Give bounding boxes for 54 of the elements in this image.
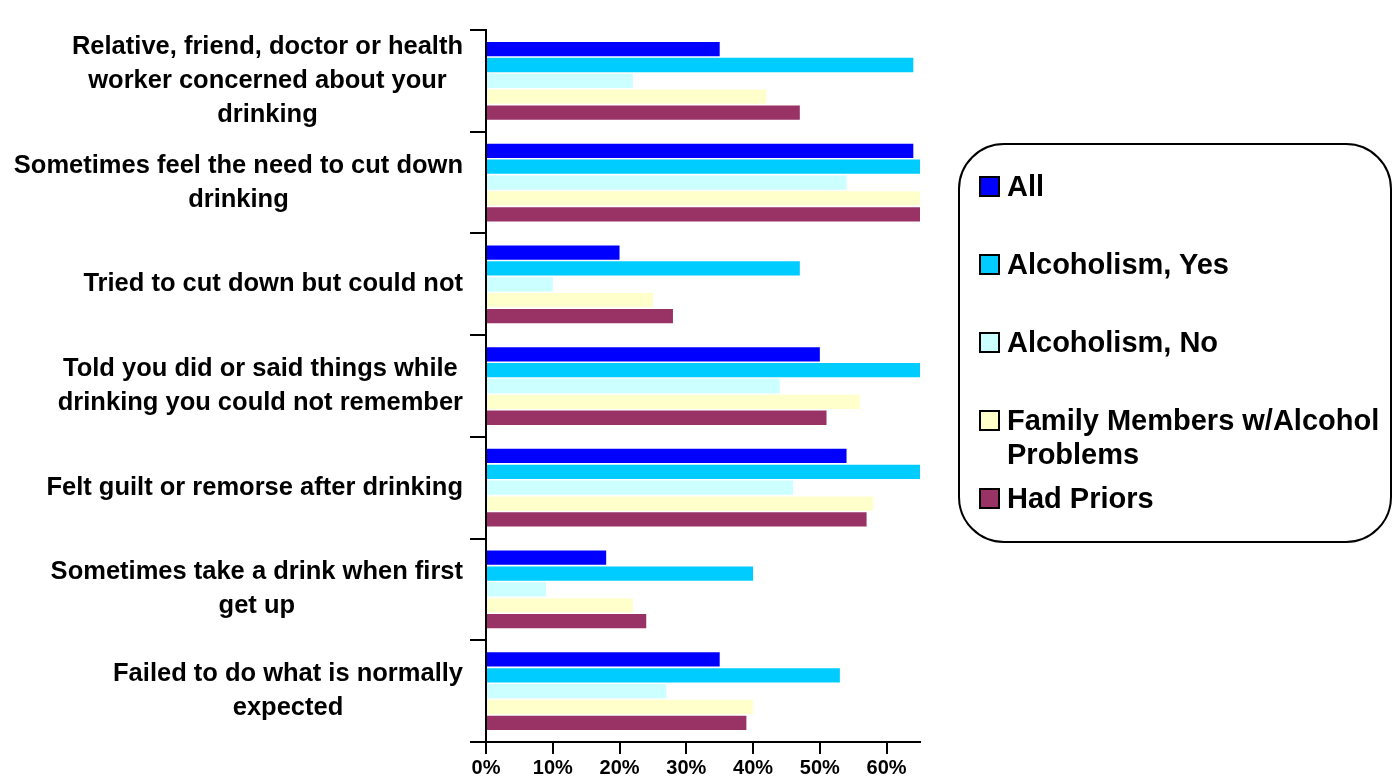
x-tick-label: 0% (471, 755, 501, 778)
y-tick-label: Felt guilt or remorse after drinking (46, 471, 464, 500)
legend-label: Family Members w/Alcohol Problems (1007, 403, 1381, 471)
x-tick-label: 10% (532, 755, 573, 778)
bar (487, 699, 754, 715)
bar (487, 668, 840, 683)
x-tick-label: 50% (799, 755, 841, 778)
bar (487, 362, 920, 378)
bar (487, 684, 667, 699)
bar (487, 245, 620, 260)
y-tick-label: Relative, friend, doctor or health worker concerned about your drinking (71, 30, 464, 127)
bar (487, 614, 647, 629)
bar (487, 207, 920, 222)
bar (487, 293, 653, 308)
y-tick-label: Failed to do what is normally expected (113, 658, 464, 721)
legend-label: Alcoholism, Yes (1007, 247, 1229, 281)
bar (487, 598, 633, 613)
bar (487, 464, 920, 479)
bar (487, 41, 720, 57)
y-tick-label: Sometimes feel the need to cut down drinking (13, 149, 463, 212)
bar (487, 512, 867, 527)
bar (487, 496, 874, 511)
bar (487, 191, 920, 206)
bar (487, 347, 820, 362)
bar (487, 143, 914, 158)
y-tick-label: Sometimes take a drink when first get up (50, 556, 464, 619)
bar (487, 175, 847, 190)
bar (487, 410, 827, 425)
bar (487, 159, 920, 174)
x-tick-label: 40% (733, 755, 774, 778)
bar (487, 566, 754, 581)
x-tick-label: 20% (599, 755, 640, 778)
x-tick-label: 60% (866, 755, 907, 778)
legend-label: Alcoholism, No (1007, 325, 1219, 359)
bar (487, 57, 914, 73)
legend-label: Had Priors (1007, 481, 1154, 515)
y-tick-label: Tried to cut down but could not (83, 268, 464, 297)
bar (487, 261, 800, 276)
bar (487, 378, 780, 394)
legend-label: All (1007, 169, 1045, 203)
bar (487, 277, 553, 292)
y-tick-label: Told you did or said things while drinking you could not remember (57, 353, 464, 416)
bar (487, 448, 847, 464)
bar (487, 89, 767, 104)
bar (487, 105, 800, 120)
bar (487, 394, 860, 410)
bar (487, 715, 747, 731)
bar (487, 308, 673, 324)
bar (487, 73, 633, 88)
bar (487, 652, 720, 667)
bar (487, 550, 607, 565)
bar (487, 480, 794, 495)
bar (487, 582, 547, 597)
x-tick-label: 30% (666, 755, 707, 778)
